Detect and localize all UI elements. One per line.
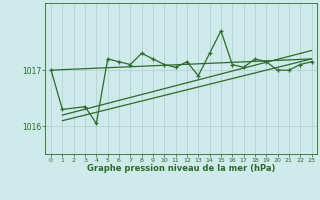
X-axis label: Graphe pression niveau de la mer (hPa): Graphe pression niveau de la mer (hPa): [87, 164, 276, 173]
